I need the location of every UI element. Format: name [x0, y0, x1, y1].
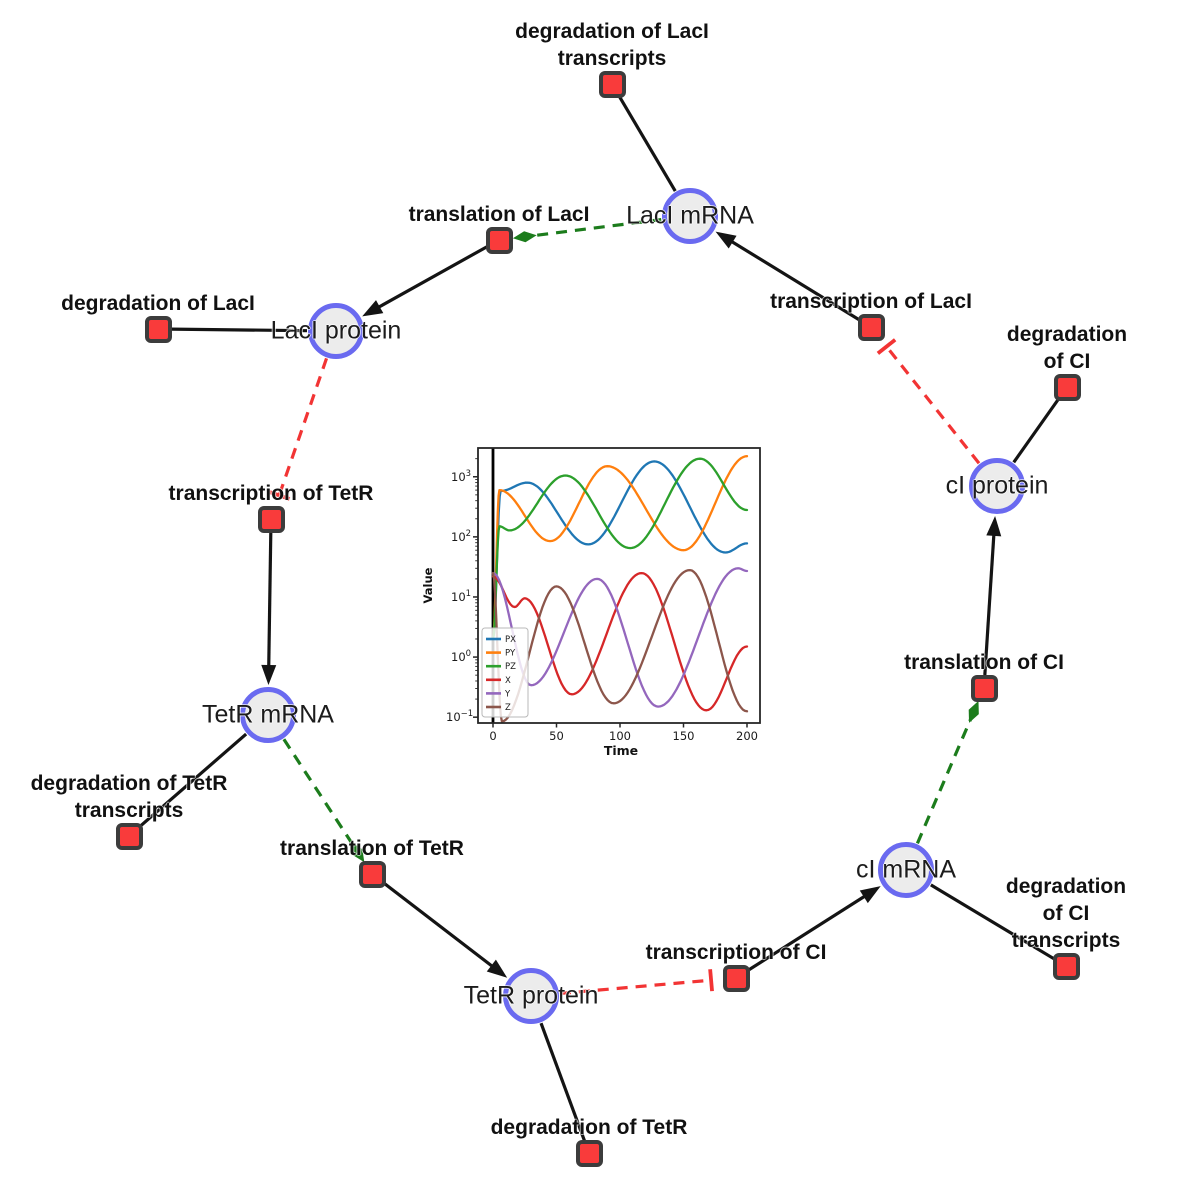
- edge-tetr-mrna-deg-tetr-tx: [137, 732, 248, 829]
- arrowhead-icon: [362, 300, 384, 317]
- species-node-ci-mrna[interactable]: [878, 842, 934, 898]
- chart-x-tick-label: 150: [673, 729, 695, 743]
- reaction-label-transl-tetr: translation of TetR: [280, 837, 464, 860]
- reaction-label-txn-tetr: transcription of TetR: [168, 482, 374, 505]
- chart-series-Z: [491, 568, 749, 723]
- species-label-laci-mrna: LacI mRNA: [626, 201, 754, 230]
- chart-x-tick-label: 100: [609, 729, 631, 743]
- chart-y-tick-label: 101: [451, 589, 471, 604]
- legend-label-PX: PX: [505, 635, 516, 645]
- species-label-tetr-protein: TetR protein: [463, 981, 599, 1010]
- species-node-ci-protein[interactable]: [969, 458, 1025, 514]
- edge-laci-protein-txn-tetr: [277, 357, 329, 496]
- arrowhead-icon: [261, 664, 277, 686]
- chart-x-tick-label: 50: [549, 729, 564, 743]
- reaction-node-deg-tetr-tx[interactable]: [115, 822, 143, 850]
- legend-label-Z: Z: [505, 703, 511, 713]
- reaction-label-txn-ci: transcription of CI: [645, 941, 827, 964]
- edge-transl-laci-laci-protein: [374, 244, 489, 311]
- legend-label-Y: Y: [504, 689, 511, 699]
- arrowhead-icon: [859, 886, 881, 904]
- reaction-label-deg-ci: degradation of CI: [1006, 323, 1128, 373]
- reaction-node-transl-tetr[interactable]: [358, 860, 386, 888]
- activation-diamond-icon: [512, 231, 537, 243]
- reaction-node-deg-laci-tx[interactable]: [598, 70, 626, 98]
- chart-x-tick-label: 200: [736, 729, 758, 743]
- species-node-laci-protein[interactable]: [308, 303, 364, 359]
- reaction-label-deg-laci-tx: degradation of LacI transcripts: [515, 20, 709, 70]
- edge-ci-protein-txn-laci: [885, 345, 981, 465]
- arrowhead-icon: [986, 515, 1002, 537]
- edge-laci-mrna-deg-laci-tx: [617, 94, 677, 192]
- arrowhead-icon: [486, 959, 508, 978]
- reaction-node-transl-ci[interactable]: [970, 674, 998, 702]
- edge-tetr-protein-txn-ci: [559, 978, 712, 996]
- edge-transl-tetr-tetr-protein: [381, 880, 497, 970]
- edge-txn-tetr-tetr-mrna: [267, 531, 273, 671]
- inhibition-tee-icon: [876, 338, 897, 355]
- legend-label-X: X: [505, 676, 511, 686]
- reaction-node-transl-laci[interactable]: [485, 226, 513, 254]
- chart-y-tick-label: 103: [451, 469, 471, 484]
- reaction-node-txn-tetr[interactable]: [257, 505, 285, 533]
- legend-label-PY: PY: [505, 649, 516, 659]
- reaction-node-txn-ci[interactable]: [722, 964, 750, 992]
- reaction-node-deg-tetr[interactable]: [575, 1139, 603, 1167]
- reaction-label-deg-tetr-tx: degradation of TetR transcripts: [30, 772, 228, 822]
- chart-y-tick-label: 100: [451, 649, 471, 664]
- edge-ci-protein-deg-ci: [1012, 396, 1061, 464]
- chart-y-axis: 10−1 100 101 102 103: [446, 458, 478, 724]
- activation-diamond-icon: [351, 842, 365, 863]
- species-node-laci-mrna[interactable]: [662, 188, 718, 244]
- species-label-tetr-mrna: TetR mRNA: [202, 700, 334, 729]
- inset-chart: 0 50 100 150 200Time10−1100101102103ValuePXP…: [415, 432, 775, 767]
- reaction-label-deg-laci: degradation of LacI: [61, 292, 255, 315]
- chart-x-tick-label: 0: [489, 729, 496, 743]
- reaction-label-deg-tetr: degradation of TetR: [490, 1116, 688, 1139]
- reaction-node-deg-ci[interactable]: [1053, 373, 1081, 401]
- edge-laci-protein-deg-laci: [170, 327, 308, 333]
- chart-spines: [477, 447, 761, 724]
- edge-txn-ci-ci-mrna: [746, 892, 869, 973]
- reaction-node-deg-laci[interactable]: [144, 315, 172, 343]
- species-label-ci-protein: cI protein: [945, 471, 1049, 500]
- chart-y-tick-label: 10−1: [446, 709, 473, 724]
- species-label-ci-mrna: cI mRNA: [856, 855, 956, 884]
- inhibition-tee-icon: [268, 489, 291, 501]
- arrowhead-icon: [715, 231, 737, 249]
- reaction-node-deg-ci-tx[interactable]: [1052, 952, 1080, 980]
- species-label-laci-protein: LacI protein: [270, 316, 402, 345]
- inhibition-tee-icon: [708, 969, 714, 992]
- reaction-node-txn-laci[interactable]: [857, 313, 885, 341]
- edge-ci-mrna-transl-ci: [915, 718, 973, 844]
- chart-series-PZ: [491, 457, 749, 641]
- edge-transl-ci-ci-protein: [983, 530, 996, 676]
- edge-tetr-protein-deg-tetr: [539, 1022, 586, 1142]
- species-node-tetr-protein[interactable]: [503, 968, 559, 1024]
- chart-x-axis: 0 50 100 150 200: [489, 723, 758, 743]
- chart-series-Y: [491, 567, 749, 708]
- activation-diamond-icon: [968, 700, 979, 723]
- chart-legend: PX PY PZ XYZ: [481, 627, 529, 718]
- edge-ci-mrna-deg-ci-tx: [930, 883, 1056, 961]
- chart-series-PX: [491, 460, 749, 641]
- reaction-label-transl-laci: translation of LacI: [408, 203, 590, 226]
- reaction-label-deg-ci-tx: degradation of CI transcripts: [1005, 875, 1127, 952]
- chart-xlabel: Time: [604, 743, 638, 758]
- reaction-label-txn-laci: transcription of LacI: [770, 290, 972, 313]
- edge-tetr-mrna-transl-tetr: [282, 738, 355, 847]
- edge-txn-laci-laci-mrna: [727, 238, 861, 322]
- chart-ylabel: Value: [421, 567, 435, 603]
- legend-label-PZ: PZ: [505, 662, 516, 672]
- edge-laci-mrna-transl-laci: [532, 218, 662, 238]
- chart-y-tick-label: 102: [451, 529, 471, 544]
- species-node-tetr-mrna[interactable]: [240, 687, 296, 743]
- reaction-label-transl-ci: translation of CI: [904, 651, 1064, 674]
